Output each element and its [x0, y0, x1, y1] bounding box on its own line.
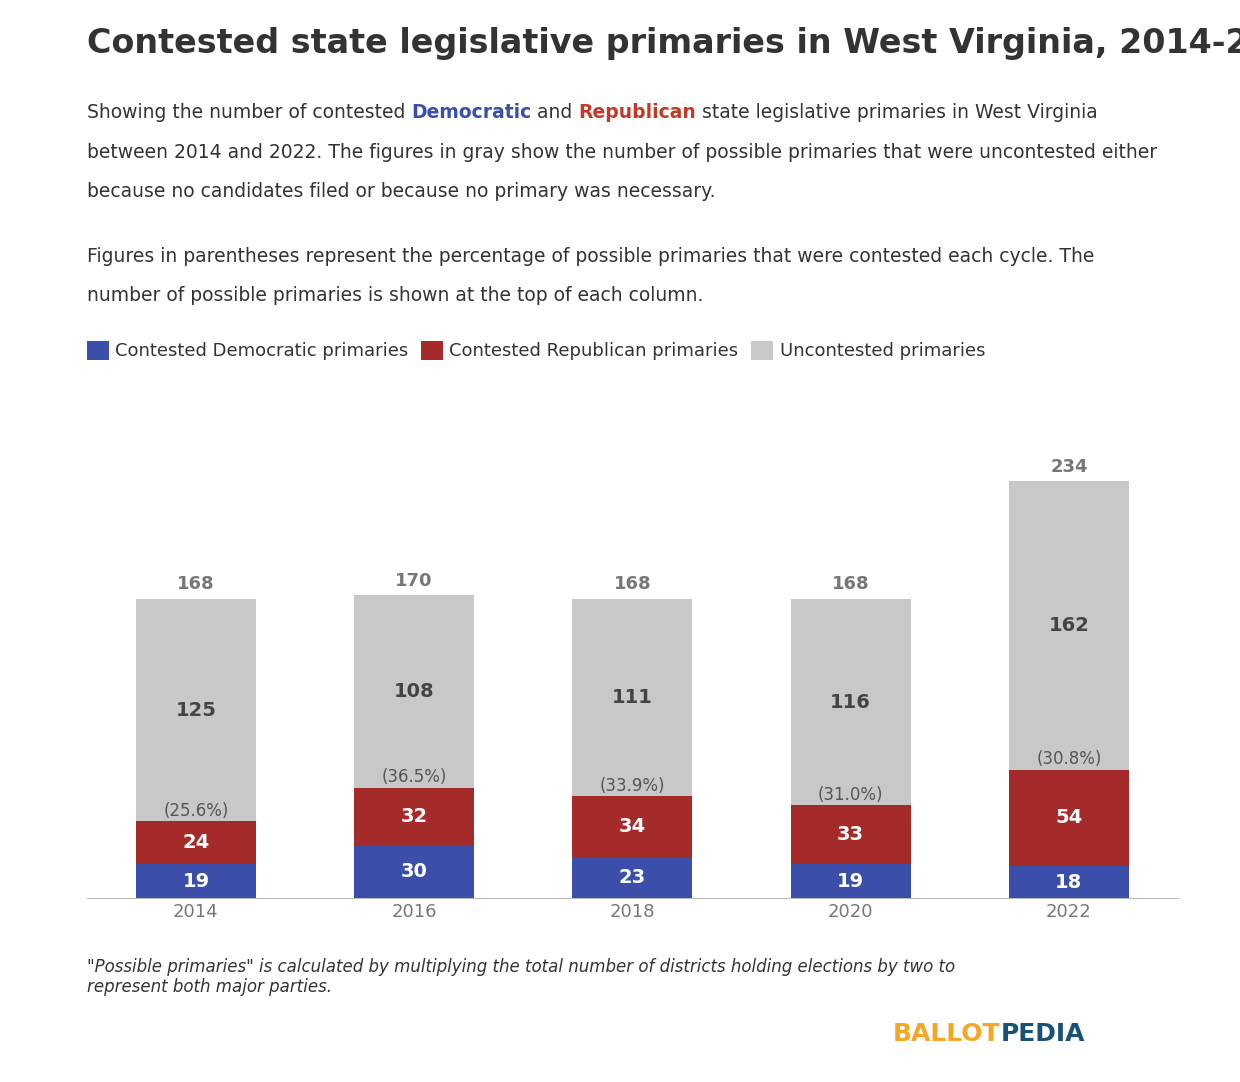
Bar	[355, 595, 474, 788]
Text: Republican: Republican	[579, 103, 697, 122]
Text: 170: 170	[396, 571, 433, 590]
Text: (33.9%): (33.9%)	[600, 777, 665, 794]
Text: and: and	[532, 103, 579, 122]
Text: Contested state legislative primaries in West Virginia, 2014-2022: Contested state legislative primaries in…	[87, 27, 1240, 60]
Text: Contested Democratic primaries: Contested Democratic primaries	[115, 342, 408, 359]
Text: 18: 18	[1055, 872, 1083, 892]
Text: 168: 168	[177, 576, 215, 593]
Text: number of possible primaries is shown at the top of each column.: number of possible primaries is shown at…	[87, 286, 703, 305]
Bar	[791, 598, 910, 805]
Text: 168: 168	[832, 576, 869, 593]
Text: Democratic: Democratic	[412, 103, 532, 122]
Text: (30.8%): (30.8%)	[1037, 750, 1101, 768]
Bar	[355, 845, 474, 898]
Bar	[1009, 769, 1128, 866]
Text: 30: 30	[401, 862, 428, 881]
Text: 116: 116	[831, 692, 870, 712]
Text: 108: 108	[394, 682, 434, 701]
Text: PEDIA: PEDIA	[1001, 1022, 1085, 1046]
Text: 234: 234	[1050, 458, 1087, 476]
Text: 19: 19	[182, 872, 210, 890]
Text: (36.5%): (36.5%)	[382, 768, 446, 786]
Bar	[791, 865, 910, 898]
Text: Showing the number of contested: Showing the number of contested	[87, 103, 412, 122]
Bar	[136, 821, 255, 865]
Text: (31.0%): (31.0%)	[818, 786, 883, 804]
Text: 125: 125	[176, 700, 216, 720]
Text: (25.6%): (25.6%)	[164, 802, 228, 820]
Bar	[1009, 866, 1128, 898]
Text: between 2014 and 2022. The figures in gray show the number of possible primaries: between 2014 and 2022. The figures in gr…	[87, 143, 1157, 162]
Text: state legislative primaries in West Virginia: state legislative primaries in West Virg…	[697, 103, 1099, 122]
Text: BALLOT: BALLOT	[893, 1022, 1001, 1046]
Text: 168: 168	[614, 576, 651, 593]
Text: Contested Republican primaries: Contested Republican primaries	[449, 342, 739, 359]
Text: 54: 54	[1055, 808, 1083, 828]
Text: 19: 19	[837, 872, 864, 890]
Bar	[573, 598, 692, 796]
Bar	[355, 788, 474, 845]
Bar	[136, 598, 255, 821]
Bar	[1009, 481, 1128, 769]
Text: Uncontested primaries: Uncontested primaries	[780, 342, 985, 359]
Text: 34: 34	[619, 817, 646, 836]
Text: 32: 32	[401, 806, 428, 826]
Text: 24: 24	[182, 833, 210, 853]
Text: "Possible primaries" is calculated by multiplying the total number of districts : "Possible primaries" is calculated by mu…	[87, 958, 955, 997]
Text: 111: 111	[613, 688, 652, 707]
Text: because no candidates filed or because no primary was necessary.: because no candidates filed or because n…	[87, 182, 715, 201]
Bar	[573, 796, 692, 857]
Text: Figures in parentheses represent the percentage of possible primaries that were : Figures in parentheses represent the per…	[87, 247, 1094, 266]
Bar	[573, 857, 692, 898]
Text: 162: 162	[1049, 616, 1089, 635]
Bar	[136, 865, 255, 898]
Text: 33: 33	[837, 826, 864, 844]
Bar	[791, 805, 910, 865]
Text: 23: 23	[619, 868, 646, 887]
